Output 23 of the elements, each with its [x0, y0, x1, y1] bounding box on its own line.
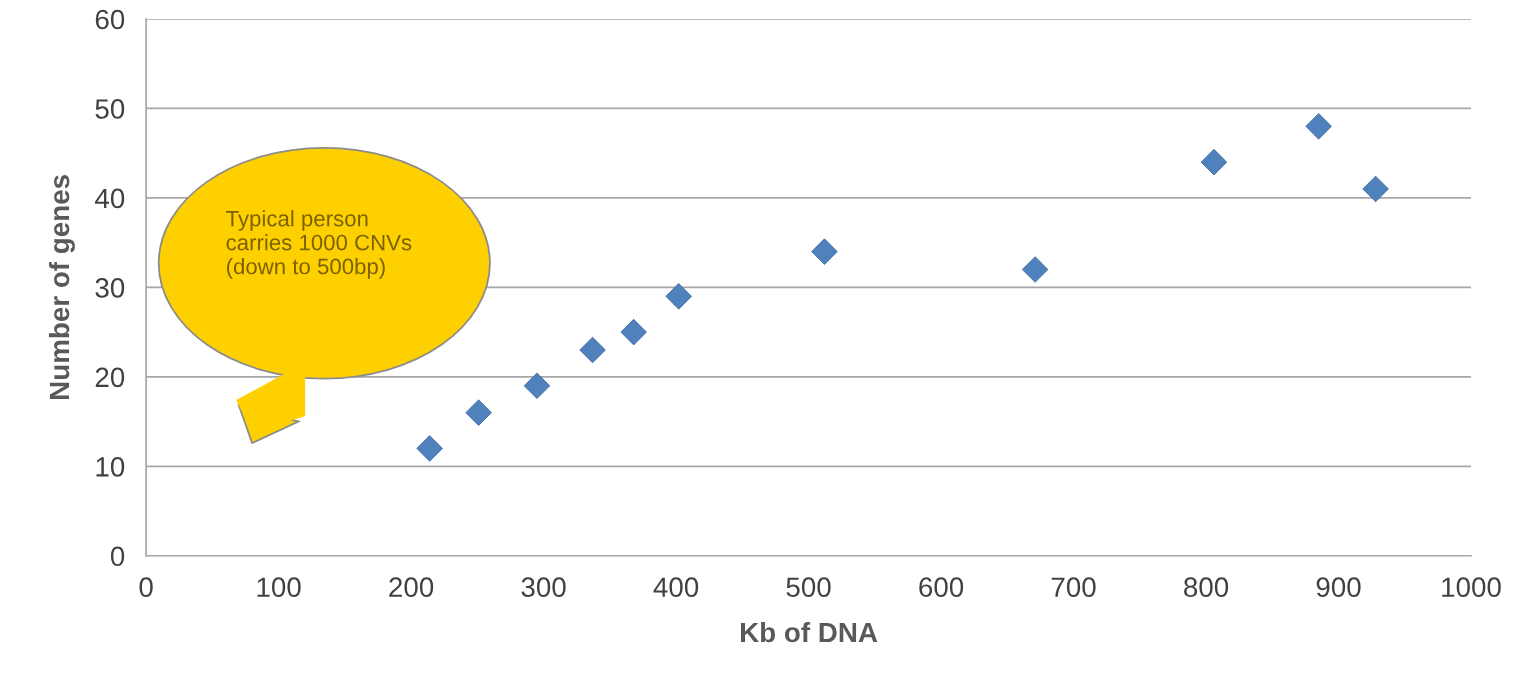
x-tick-label: 200: [389, 577, 434, 598]
x-tick-label: 1000: [1442, 577, 1501, 598]
y-tick-label: 50: [95, 99, 125, 119]
x-axis-title: Kb of DNA: [740, 621, 878, 643]
x-tick-label: 600: [919, 577, 964, 598]
x-tick-label: 400: [653, 577, 699, 598]
y-tick-label: 20: [95, 367, 125, 388]
annotation: Typical person carries 1000 CNVs (down to 500bp): [226, 210, 412, 279]
x-tick-label: 0: [139, 577, 153, 598]
x-tick-label: 500: [786, 577, 831, 598]
y-tick-label: 40: [95, 188, 125, 209]
x-tick-label: 900: [1316, 577, 1361, 598]
y-axis-title: Number of genes: [48, 175, 75, 399]
y-tick-label: 60: [95, 9, 125, 30]
point: [620, 318, 647, 346]
x-tick-label: 100: [257, 577, 301, 598]
x-tick-label: 300: [521, 577, 566, 598]
y-tick-label: 0: [110, 546, 125, 567]
x-tick-label: 700: [1051, 577, 1096, 598]
y-tick-label: 30: [95, 278, 125, 298]
x-tick-label: 800: [1184, 577, 1229, 598]
point: [465, 399, 492, 426]
y-tick-label: 10: [96, 456, 125, 477]
